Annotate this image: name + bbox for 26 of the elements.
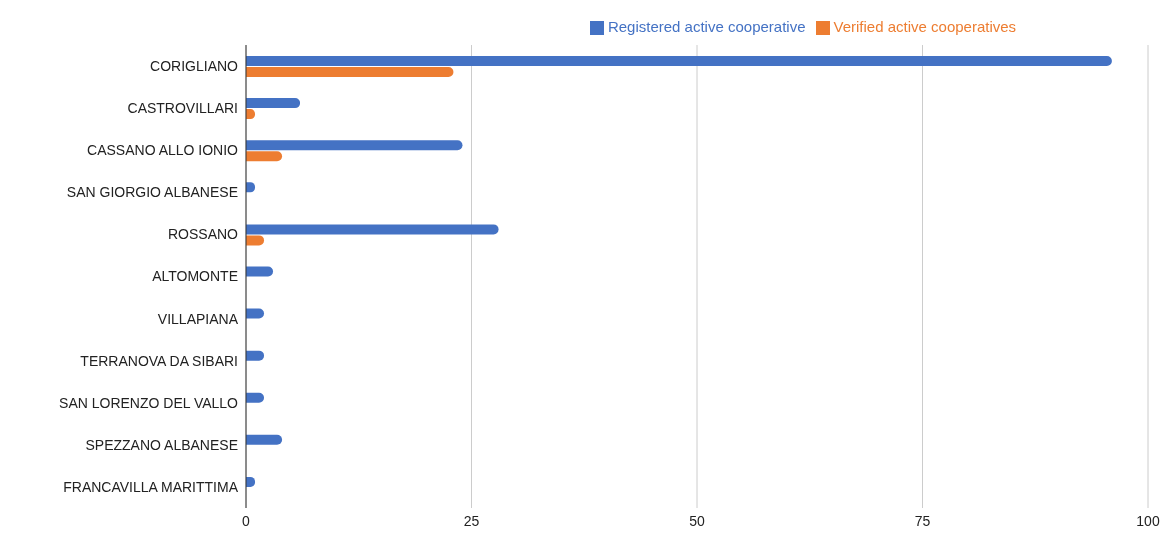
y-tick-label: VILLAPIANA <box>157 310 239 327</box>
bar <box>246 56 1112 67</box>
x-tick-label: 75 <box>914 512 931 529</box>
x-tick-label: 0 <box>242 512 251 529</box>
bar <box>246 434 283 445</box>
legend-label: Registered active cooperative <box>607 18 806 35</box>
bar <box>246 98 301 109</box>
y-tick-label: SAN GIORGIO ALBANESE <box>66 184 238 201</box>
y-tick-label: SAN LORENZO DEL VALLO <box>59 394 239 411</box>
y-tick-label: ALTOMONTE <box>152 268 238 285</box>
y-tick-label: CORIGLIANO <box>150 58 239 75</box>
bar <box>246 140 463 151</box>
bar <box>246 151 283 162</box>
y-tick-label: CASSANO ALLO IONIO <box>87 142 239 159</box>
x-tick-label: 100 <box>1136 512 1160 529</box>
x-tick-label: 50 <box>689 512 705 529</box>
bar <box>246 224 499 235</box>
bar <box>246 266 274 277</box>
y-tick-label: FRANCAVILLA MARITTIMA <box>63 478 239 495</box>
y-tick-label: SPEZZANO ALBANESE <box>85 436 238 453</box>
legend-label: Verified active cooperatives <box>833 18 1017 35</box>
x-tick-label: 25 <box>463 512 480 529</box>
bar <box>246 67 454 78</box>
y-tick-label: CASTROVILLARI <box>127 100 238 117</box>
y-tick-label: TERRANOVA DA SIBARI <box>80 352 238 369</box>
y-tick-label: ROSSANO <box>167 226 239 243</box>
